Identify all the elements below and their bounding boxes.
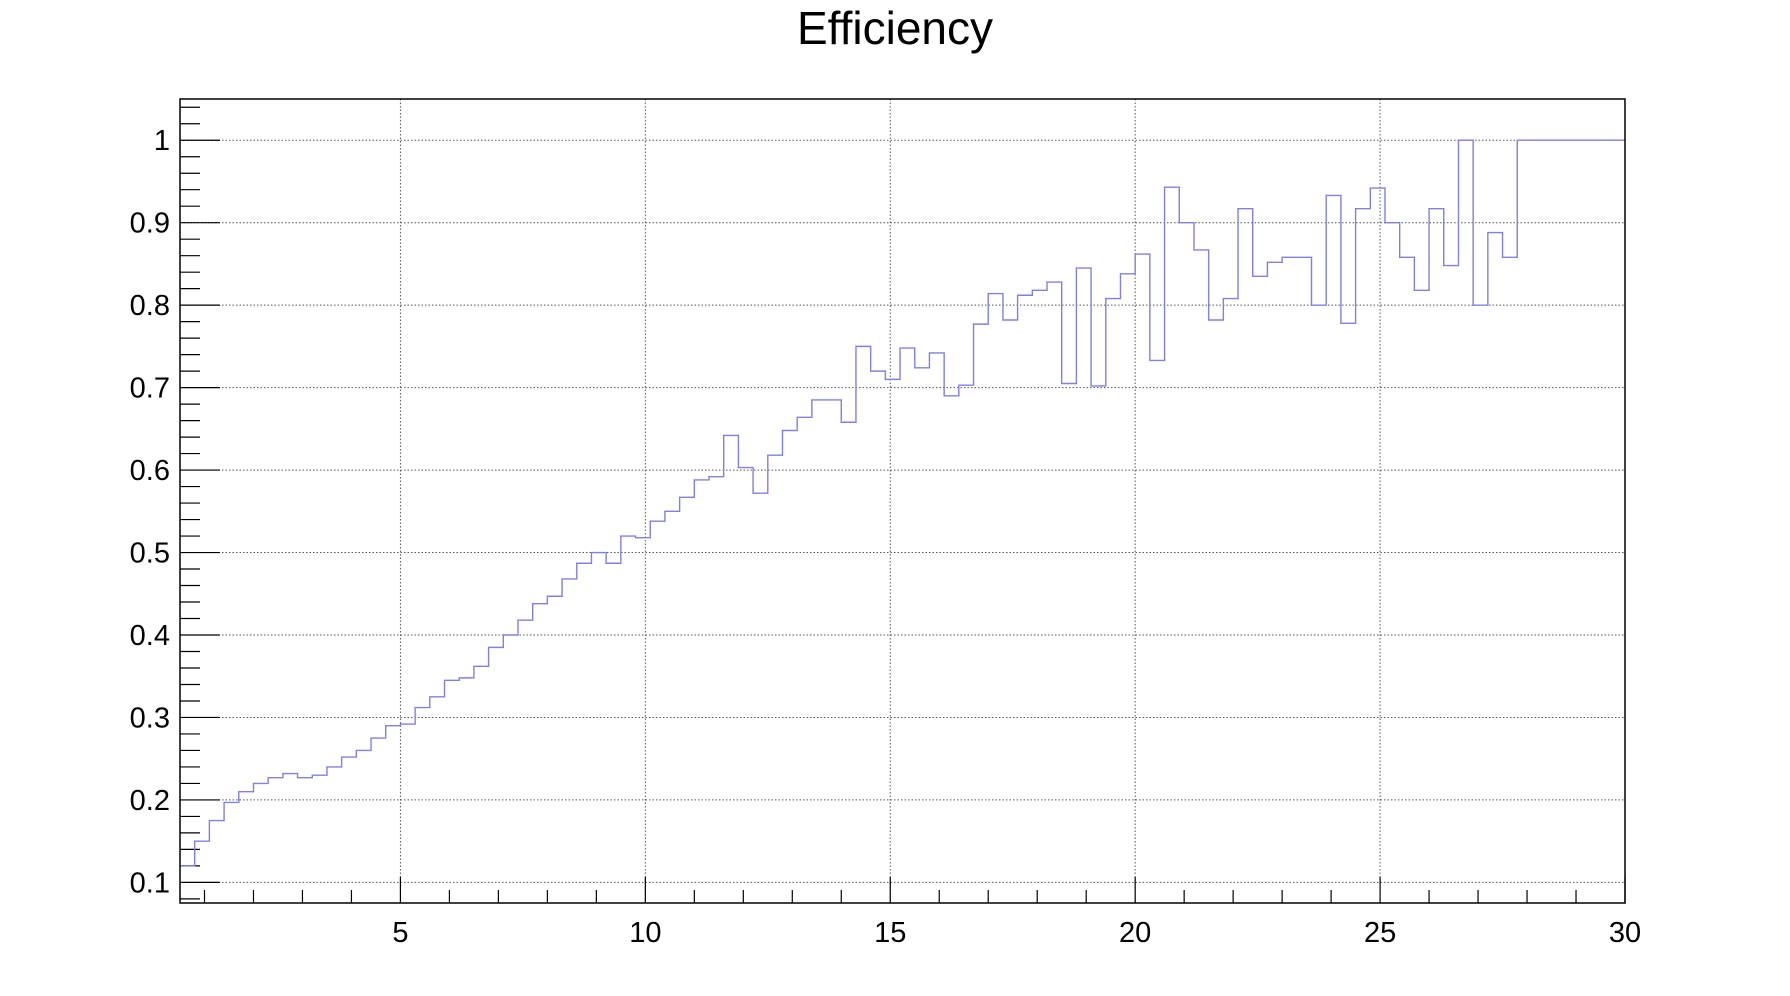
y-tick-label: 0.6: [130, 455, 170, 487]
x-tick-label: 15: [874, 917, 906, 949]
axis-ticks: [180, 106, 1626, 903]
chart-title: Efficiency: [797, 2, 993, 54]
tick-labels: 5 10 15 20 25 30 0.1 0.2 0.3 0.4 0.5 0.6 0.7 0.8 0.9 1: [130, 125, 1641, 949]
y-tick-label: 0.3: [130, 702, 170, 734]
y-tick-label: 0.1: [130, 867, 170, 899]
y-tick-label: 0.8: [130, 290, 170, 322]
y-tick-label: 0.7: [130, 373, 170, 405]
y-tick-label: 0.2: [130, 785, 170, 817]
plot-frame: [179, 98, 1626, 904]
x-tick-label: 25: [1364, 917, 1396, 949]
x-tick-label: 5: [392, 917, 408, 949]
y-tick-label: 0.9: [130, 208, 170, 240]
x-tick-label: 10: [629, 917, 661, 949]
y-tick-label: 0.5: [130, 538, 170, 570]
efficiency-series-line: [180, 139, 1625, 867]
data-series: [180, 139, 1625, 867]
x-tick-label: 20: [1119, 917, 1151, 949]
y-tick-label: 0.4: [130, 620, 170, 652]
grid-lines: [180, 99, 1625, 903]
x-tick-label: 30: [1609, 917, 1641, 949]
y-tick-label: 1: [154, 125, 170, 157]
